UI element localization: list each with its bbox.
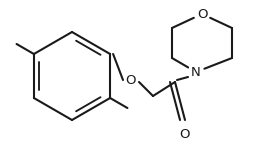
- Text: N: N: [191, 66, 201, 78]
- Text: O: O: [126, 73, 136, 86]
- Text: O: O: [180, 128, 190, 140]
- Text: O: O: [197, 7, 207, 20]
